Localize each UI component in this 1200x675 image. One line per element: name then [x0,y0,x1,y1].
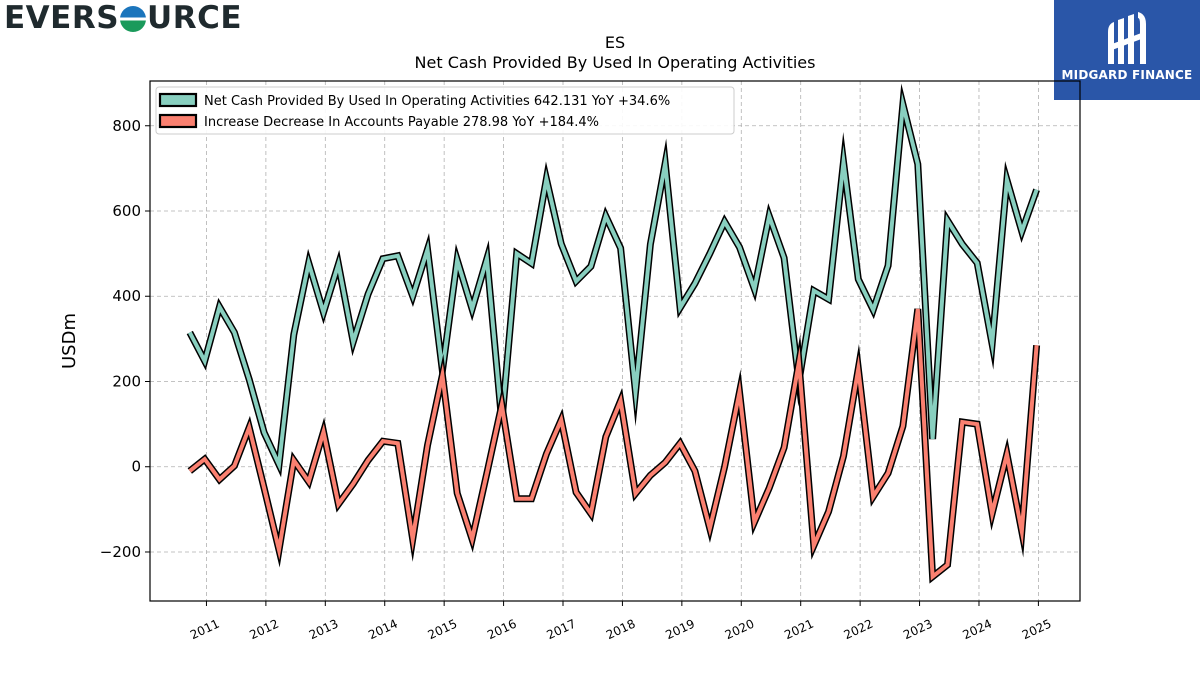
y-tick-label: 600 [112,202,141,220]
series-line-accounts-payable-outline [187,308,1041,584]
x-tick-label: 2019 [663,617,697,643]
x-tick-label: 2021 [782,617,816,643]
legend-entry-accounts-payable: Increase Decrease In Accounts Payable 27… [204,115,599,130]
midgard-logo-icon [1108,12,1146,64]
x-tick-label: 2011 [188,617,222,643]
x-tick-label: 2022 [842,617,876,643]
legend-swatch-accounts-payable [158,113,198,129]
y-tick-label: −200 [100,543,141,561]
x-tick-label: 2013 [307,617,341,643]
grid [150,81,1080,601]
series-line-net-cash [188,92,1039,472]
legend-entry-net-cash: Net Cash Provided By Used In Operating A… [204,94,670,109]
chart-title: ES [605,33,625,52]
x-tick-label: 2023 [901,617,935,643]
y-axis-label: USDm [59,313,80,369]
x-tick-label: 2024 [960,617,994,643]
chart-subtitle: Net Cash Provided By Used In Operating A… [415,53,816,72]
eversource-o-mark-icon [120,6,147,32]
eversource-logo-text: EVERS [4,0,120,36]
x-tick-label: 2015 [426,617,460,643]
x-tick-label: 2020 [723,617,757,643]
midgard-finance-label: MIDGARD FINANCE [1061,68,1193,82]
x-tick-label: 2014 [366,617,400,643]
y-tick-label: 200 [112,372,141,390]
x-tick-label: 2018 [604,617,638,643]
legend: Net Cash Provided By Used In Operating A… [155,86,735,135]
x-tick-label: 2016 [485,617,519,643]
legend-swatch-net-cash [158,92,198,108]
y-tick-label: 0 [131,458,141,476]
eversource-logo-tail: URCE [147,0,243,36]
series-line-accounts-payable [188,308,1039,581]
x-tick-label: 2017 [545,617,579,643]
eversource-logo: EVERS URCE [4,0,242,36]
y-tick-label: 800 [112,117,141,135]
legend-box [155,86,735,135]
series-layer [186,83,1041,584]
plot-frame [149,80,1081,602]
x-tick-label: 2012 [247,617,281,643]
x-tick-label: 2025 [1020,617,1054,643]
y-tick-label: 400 [112,287,141,305]
midgard-finance-badge: MIDGARD FINANCE [1054,0,1200,100]
